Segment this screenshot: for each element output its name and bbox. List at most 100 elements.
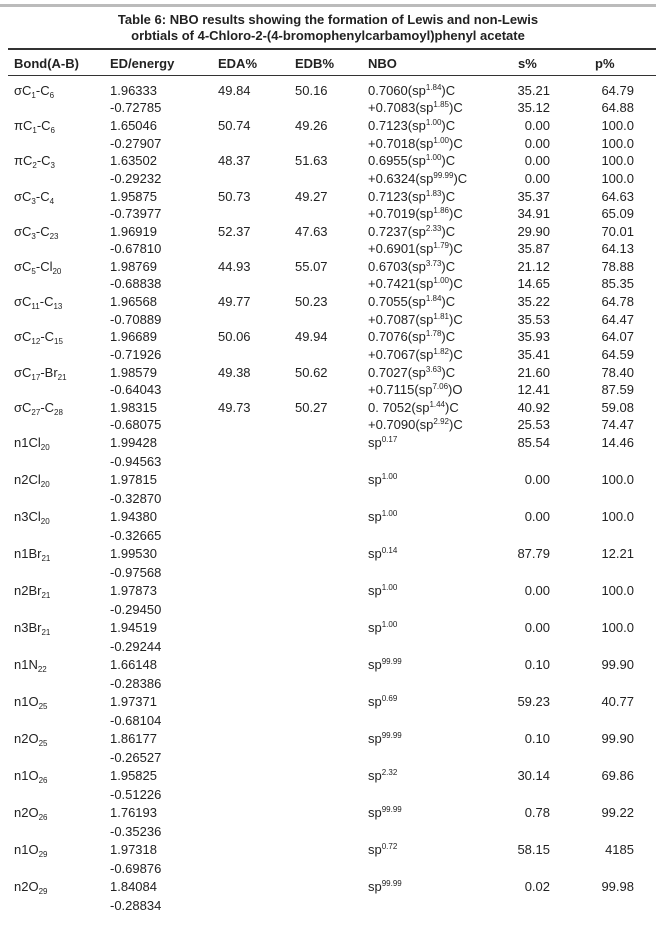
table-row-line: -0.67810 +0.6901(sp1.79)C 35.87 64.13 — [0, 240, 656, 257]
bond-label: n2Br21 — [14, 583, 51, 600]
subscript: 26 — [38, 813, 48, 822]
nbo-value: 0.7027(sp3.63)C — [368, 364, 456, 380]
subscript: 3 — [31, 196, 36, 206]
table-row-line: -0.26527 — [0, 749, 656, 766]
ed-energy-value: 1.63502 — [110, 153, 157, 169]
bond-label: πC2-C3 — [14, 153, 55, 171]
header-ed-energy: ED/energy — [110, 56, 175, 71]
caption-line-1: Table 6: NBO results showing the formati… — [117, 12, 539, 27]
header-bond: Bond(A-B) — [14, 56, 79, 71]
ed-energy-value: -0.35236 — [110, 823, 162, 839]
edb-value: 55.07 — [295, 259, 328, 274]
edb-value: 50.62 — [295, 364, 328, 380]
superscript: 1.84 — [425, 294, 442, 304]
table-row-line: -0.28834 — [0, 897, 656, 914]
p-percent: 64.63 — [601, 188, 634, 204]
superscript: 1.00 — [381, 583, 398, 592]
bond-label: n3Br21 — [14, 620, 51, 637]
table-row-line: -0.28386 — [0, 675, 656, 692]
ed-energy-value: 1.98769 — [110, 259, 157, 274]
ed-energy-value: 1.84084 — [110, 879, 157, 894]
table-row-line: -0.70889 +0.7087(sp1.81)C 35.53 64.47 — [0, 311, 656, 328]
eda-value: 49.84 — [218, 83, 251, 98]
table-header: Bond(A-B) ED/energy EDA% EDB% NBO s% p% — [0, 56, 656, 72]
ed-energy-value: -0.27907 — [110, 135, 162, 151]
superscript: 1.82 — [433, 346, 449, 356]
s-percent: 25.53 — [517, 417, 550, 433]
superscript: 3.63 — [425, 364, 442, 374]
ed-energy-value: 1.65046 — [110, 118, 157, 134]
subscript: 20 — [40, 480, 50, 489]
nbo-value: sp0.17 — [368, 435, 398, 450]
subscript: 25 — [38, 702, 48, 711]
subscript: 20 — [52, 267, 62, 276]
ed-energy-value: 1.94380 — [110, 509, 157, 524]
ed-energy-value: 1.97873 — [110, 583, 157, 598]
subscript: 11 — [31, 302, 40, 312]
p-percent: 100.0 — [601, 135, 634, 151]
ed-energy-value: 1.76193 — [110, 805, 157, 820]
table-row-line: -0.32665 — [0, 527, 656, 544]
subscript: 21 — [41, 554, 51, 563]
superscript: 0.69 — [381, 694, 398, 703]
s-percent: 29.90 — [517, 223, 550, 239]
ed-energy-value: -0.32665 — [110, 527, 162, 543]
nbo-value: +0.7083(sp1.85)C — [368, 100, 463, 116]
s-percent: 0.02 — [524, 879, 550, 894]
ed-energy-value: -0.68838 — [110, 276, 162, 292]
subscript: 21 — [41, 628, 51, 637]
nbo-value: 0.7123(sp1.83)C — [368, 188, 456, 204]
superscript: 1.00 — [433, 135, 449, 145]
superscript: 3.73 — [425, 259, 442, 268]
ed-energy-value: 1.94519 — [110, 620, 157, 635]
eda-value: 50.73 — [218, 188, 251, 204]
edb-value: 51.63 — [295, 153, 328, 169]
nbo-value: 0.7237(sp2.33)C — [368, 223, 456, 239]
table-row-line: -0.29450 — [0, 601, 656, 618]
bond-label: n1Cl20 — [14, 435, 50, 452]
ed-energy-value: 1.99530 — [110, 546, 157, 561]
p-percent: 70.01 — [601, 223, 634, 239]
table-row-line: n1O29 1.97318 sp0.72 58.15 4185 — [0, 841, 656, 859]
nbo-value: sp0.72 — [368, 842, 398, 857]
eda-value: 50.06 — [218, 329, 251, 345]
bond-label: n2O26 — [14, 805, 48, 822]
bond-label: σC17-Br21 — [14, 364, 67, 382]
nbo-value: sp99.99 — [368, 805, 402, 820]
table-row-line: σC5-Cl20 44.93 55.07 1.98769 0.6703(sp3.73)C… — [0, 258, 656, 276]
s-percent: 0.00 — [524, 509, 550, 524]
nbo-value: sp0.14 — [368, 546, 398, 561]
p-percent: 78.40 — [601, 364, 634, 380]
table-row-line: σC17-Br21 49.38 50.62 1.98579 0.7027(sp3.63)… — [0, 364, 656, 382]
table-row-line: n1Br21 1.99530 sp0.14 87.79 12.21 — [0, 545, 656, 563]
ed-energy-value: 1.96919 — [110, 223, 157, 239]
table-row-line: -0.51226 — [0, 786, 656, 803]
s-percent: 85.54 — [517, 435, 550, 450]
superscript: 0.72 — [381, 842, 398, 851]
ed-energy-value: 1.99428 — [110, 435, 157, 450]
subscript: 2 — [32, 161, 37, 171]
table-row-line: n2Br21 1.97873 sp1.00 0.00 100.0 — [0, 582, 656, 600]
table-row-line: σC12-C15 50.06 49.94 1.96689 0.7076(sp1.78)C… — [0, 328, 656, 346]
subscript: 21 — [41, 591, 51, 600]
table-row-line: -0.73977 +0.7019(sp1.86)C 34.91 65.09 — [0, 205, 656, 222]
bond-label: n2O25 — [14, 731, 48, 748]
ed-energy-value: -0.73977 — [110, 206, 162, 221]
nbo-value: sp1.00 — [368, 472, 398, 487]
superscript: 1.79 — [433, 241, 449, 251]
superscript: 1.44 — [429, 399, 446, 409]
ed-energy-value: 1.98579 — [110, 364, 157, 380]
p-percent: 64.88 — [601, 100, 634, 116]
p-percent: 99.90 — [601, 731, 634, 746]
header-s: s% — [518, 56, 537, 71]
nbo-value: sp99.99 — [368, 731, 402, 746]
edb-value: 50.27 — [295, 399, 328, 415]
s-percent: 58.15 — [517, 842, 550, 857]
subscript: 20 — [40, 443, 50, 452]
header-nbo: NBO — [368, 56, 397, 71]
superscript: 0.17 — [381, 435, 398, 444]
p-percent: 64.07 — [601, 329, 634, 345]
ed-energy-value: -0.28834 — [110, 897, 162, 913]
s-percent: 35.37 — [517, 188, 550, 204]
ed-energy-value: -0.29244 — [110, 638, 162, 654]
